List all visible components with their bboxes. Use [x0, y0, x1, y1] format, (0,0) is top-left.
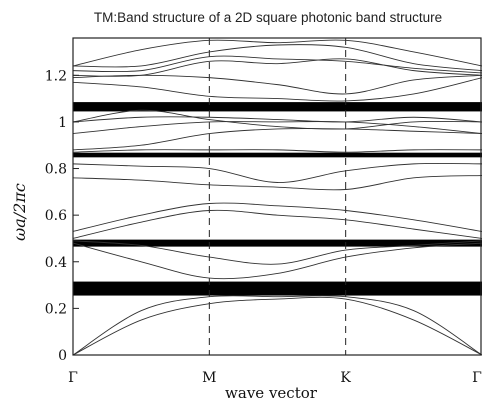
band-4	[72, 240, 482, 265]
band-14	[72, 77, 482, 102]
band-9	[72, 149, 482, 153]
band-gap-2	[73, 239, 482, 247]
y-axis-label: ωa/2πc	[10, 183, 29, 241]
band-11	[72, 121, 482, 135]
y-tick-label-4: 0.6	[45, 208, 67, 224]
band-5	[72, 209, 482, 239]
band-16	[72, 58, 482, 77]
band-8	[72, 162, 482, 183]
plot-area	[72, 38, 482, 356]
y-tick-label-6: 1	[58, 115, 67, 131]
band-18	[72, 44, 482, 72]
x-tick-label-3: K	[340, 370, 351, 386]
band-15	[72, 74, 482, 95]
band-17	[72, 55, 482, 74]
band-6	[72, 202, 482, 232]
band-12	[72, 116, 482, 123]
band-gap-1	[73, 281, 482, 296]
band-19	[72, 39, 482, 67]
plot-frame	[72, 37, 482, 356]
x-tick-label-4: Γ	[472, 370, 482, 386]
x-tick-label-2: M	[202, 370, 216, 386]
band-gap-4	[73, 102, 482, 112]
y-axis: 0 0.2 0.4 0.6 0.8 1 1.2	[45, 68, 79, 364]
y-tick-label-5: 0.8	[45, 162, 67, 178]
y-tick-label-1: 0	[58, 348, 67, 364]
x-axis-label: wave vector	[225, 384, 318, 402]
band-gap-3	[73, 152, 482, 158]
x-tick-label-1: Γ	[68, 370, 78, 386]
band-1	[72, 296, 482, 356]
y-tick-label-7: 1.2	[45, 68, 67, 84]
chart-title: TM:Band structure of a 2D square photoni…	[94, 10, 442, 25]
band-2	[72, 295, 482, 356]
band-13	[72, 109, 482, 130]
band-7	[72, 175, 482, 191]
y-tick-label-2: 0.2	[45, 301, 67, 317]
band-3	[72, 242, 482, 280]
band-10	[72, 128, 482, 151]
y-tick-label-3: 0.4	[45, 255, 67, 271]
